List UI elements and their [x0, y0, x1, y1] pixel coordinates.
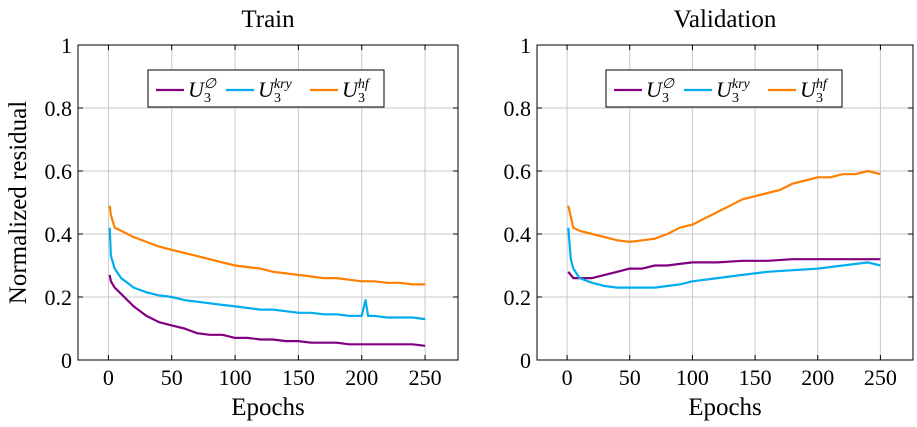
- x-tick-label: 50: [619, 365, 641, 390]
- series-line: [567, 227, 881, 289]
- series-line: [108, 205, 426, 286]
- x-tick-label: 250: [864, 365, 897, 390]
- series-line: [108, 227, 426, 321]
- legend-item: U∅ 3: [156, 77, 217, 106]
- x-tick-label: 100: [676, 365, 709, 390]
- axes-frame: [536, 44, 914, 361]
- legend-item: Ukry 3: [684, 77, 751, 106]
- legend-label: Ukry 3: [258, 77, 293, 106]
- y-tick-label: 0.4: [504, 222, 532, 247]
- legend-label: Uhf 3: [800, 77, 829, 106]
- x-tick-label: 150: [282, 365, 315, 390]
- chart-title: Train: [241, 6, 295, 33]
- y-tick-label: 0.2: [504, 285, 532, 310]
- x-tick-label: 50: [161, 365, 183, 390]
- legend-label: Uhf 3: [342, 77, 371, 106]
- legend-item: Uhf 3: [768, 77, 829, 106]
- x-tick-label: 250: [409, 365, 442, 390]
- y-tick-label: 0.8: [504, 96, 532, 121]
- legend-frame: [605, 69, 843, 108]
- x-axis-label: Epochs: [231, 394, 305, 421]
- y-tick-label: 0.6: [504, 159, 532, 184]
- legend-item: Uhf 3: [310, 77, 371, 106]
- y-tick-label: 1: [520, 33, 531, 58]
- legend: U∅ 3 Ukry 3 Uhf 3: [605, 69, 843, 108]
- y-tick-label: 1: [61, 33, 72, 58]
- legend: U∅ 3 Ukry 3 Uhf 3: [147, 69, 385, 108]
- x-tick-label: 200: [801, 365, 834, 390]
- legend-item: Ukry 3: [226, 77, 293, 106]
- y-tick-label: 0: [520, 348, 531, 373]
- series-line: [567, 258, 881, 280]
- y-tick-label: 0.2: [45, 285, 73, 310]
- legend-label: Ukry 3: [716, 77, 751, 106]
- y-tick-label: 0.8: [45, 96, 73, 121]
- plot-train: 0 50 100 150 200 250 0 0.2 0.4 0.6 0.8 1 Train Epochs…: [5, 6, 459, 421]
- axes-frame: [77, 44, 459, 361]
- x-tick-label: 0: [103, 365, 114, 390]
- series-line: [567, 169, 881, 243]
- x-tick-label: 0: [562, 365, 573, 390]
- x-tick-label: 200: [345, 365, 378, 390]
- legend-item: U∅ 3: [614, 77, 675, 106]
- legend-label: U∅ 3: [188, 77, 217, 106]
- legend-frame: [147, 69, 385, 108]
- x-tick-label: 100: [219, 365, 252, 390]
- series-line: [108, 274, 426, 347]
- x-axis-label: Epochs: [688, 394, 762, 421]
- y-tick-label: 0.4: [45, 222, 73, 247]
- y-axis-label: Normalized residual: [5, 101, 32, 304]
- plot-validation: 0 50 100 150 200 250 0 0.2 0.4 0.6 0.8 1 Validation E…: [504, 6, 914, 421]
- legend-label: U∅ 3: [646, 77, 675, 106]
- y-tick-label: 0.6: [45, 159, 73, 184]
- chart-title: Validation: [674, 6, 777, 33]
- x-tick-label: 150: [739, 365, 772, 390]
- y-tick-label: 0: [61, 348, 72, 373]
